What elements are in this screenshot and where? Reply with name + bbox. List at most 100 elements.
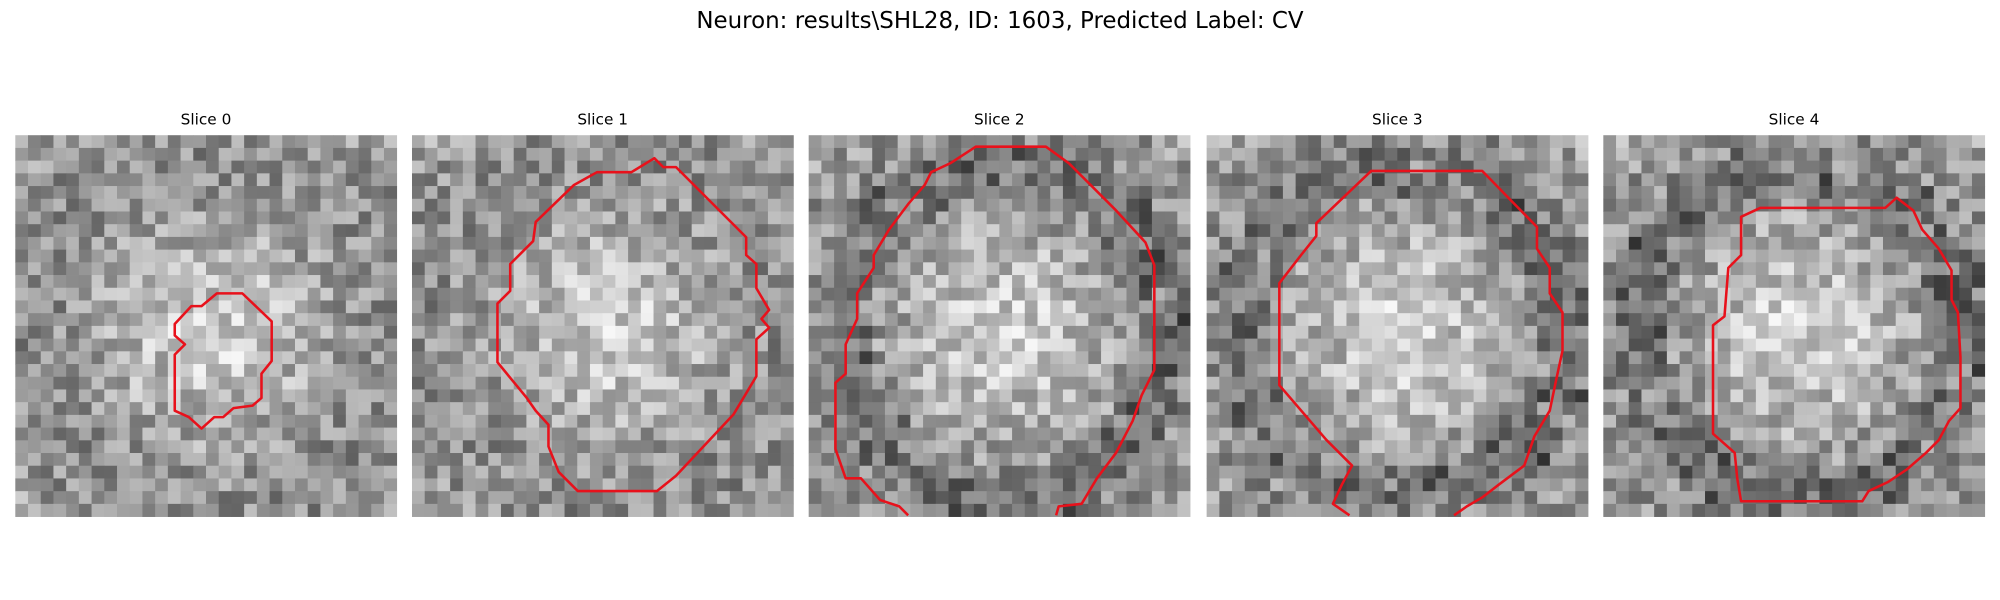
pixel	[1524, 376, 1538, 390]
pixel	[577, 160, 591, 174]
pixel	[500, 173, 515, 187]
pixel	[117, 147, 131, 162]
pixel	[1126, 465, 1140, 479]
pixel	[1126, 389, 1140, 403]
pixel	[1012, 147, 1026, 162]
pixel	[1448, 147, 1462, 162]
pixel	[1933, 389, 1947, 403]
pixel	[1219, 491, 1233, 505]
pixel	[691, 503, 705, 517]
pixel	[1101, 427, 1115, 441]
pixel	[28, 389, 42, 403]
pixel	[28, 376, 42, 390]
pixel	[500, 338, 515, 352]
pixel	[513, 249, 527, 263]
pixel	[231, 325, 245, 339]
pixel	[577, 491, 591, 505]
pixel	[1628, 338, 1642, 352]
pixel	[755, 414, 769, 428]
pixel	[424, 440, 438, 454]
pixel	[717, 262, 731, 276]
pixel	[1244, 465, 1258, 479]
pixel	[1794, 135, 1808, 149]
pixel	[1870, 186, 1884, 200]
pixel	[1295, 275, 1309, 289]
pixel	[1628, 275, 1642, 289]
pixel	[640, 440, 654, 454]
pixel	[1641, 351, 1655, 365]
pixel	[602, 211, 616, 225]
pixel	[333, 478, 347, 492]
pixel	[1717, 453, 1731, 467]
pixel	[1692, 236, 1706, 250]
pixel	[1959, 160, 1973, 174]
pixel	[1206, 414, 1220, 428]
pixel	[1359, 440, 1373, 454]
pixel	[884, 440, 899, 454]
pixel	[948, 440, 962, 454]
pixel	[897, 262, 911, 276]
pixel	[1959, 491, 1973, 505]
pixel	[1921, 465, 1935, 479]
pixel	[345, 147, 359, 162]
pixel	[1486, 453, 1500, 467]
pixel	[948, 351, 962, 365]
pixel	[640, 173, 654, 187]
pixel	[78, 338, 92, 352]
pixel	[437, 338, 451, 352]
pixel	[640, 465, 654, 479]
pixel	[1575, 364, 1589, 378]
pixel	[424, 160, 438, 174]
pixel	[910, 503, 924, 517]
pixel	[1050, 389, 1064, 403]
pixel	[551, 402, 565, 416]
pixel	[1537, 338, 1551, 352]
pixel	[935, 186, 949, 200]
pixel	[1075, 351, 1089, 365]
pixel	[1743, 389, 1757, 403]
pixel	[1562, 275, 1576, 289]
pixel	[411, 186, 426, 200]
pixel	[1101, 287, 1115, 301]
pixel	[1781, 453, 1795, 467]
pixel	[640, 186, 654, 200]
pixel	[1755, 300, 1769, 314]
pixel	[1768, 262, 1782, 276]
pixel	[1730, 287, 1744, 301]
pixel	[1679, 236, 1693, 250]
pixel	[1768, 465, 1782, 479]
pixel	[1755, 465, 1769, 479]
pixel	[1819, 325, 1833, 339]
pixel	[1794, 325, 1808, 339]
pixel	[961, 287, 975, 301]
pixel	[1946, 478, 1960, 492]
pixel	[424, 338, 438, 352]
pixel	[1232, 325, 1246, 339]
pixel	[333, 351, 347, 365]
pixel	[1870, 287, 1884, 301]
pixel	[1177, 275, 1191, 289]
pixel	[513, 478, 527, 492]
pixel	[729, 135, 743, 149]
pixel	[999, 198, 1013, 212]
pixel	[1882, 300, 1897, 314]
pixel	[1177, 300, 1191, 314]
pixel	[1705, 414, 1719, 428]
pixel	[767, 173, 782, 187]
pixel	[40, 440, 54, 454]
pixel	[577, 338, 591, 352]
pixel	[205, 186, 220, 200]
pixel	[1422, 236, 1436, 250]
pixel	[1616, 491, 1630, 505]
pixel	[551, 427, 565, 441]
pixel	[1422, 389, 1436, 403]
pixel	[193, 236, 207, 250]
pixel	[846, 147, 860, 162]
pixel	[294, 427, 309, 441]
pixel	[1164, 351, 1178, 365]
pixel	[15, 440, 29, 454]
pixel	[1908, 224, 1922, 238]
pixel	[1050, 135, 1064, 149]
pixel	[1971, 478, 1986, 492]
pixel	[1219, 376, 1233, 390]
